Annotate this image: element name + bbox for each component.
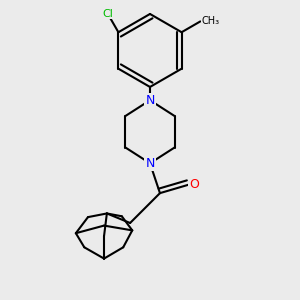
Text: O: O xyxy=(189,178,199,191)
Text: N: N xyxy=(145,157,155,170)
Text: N: N xyxy=(145,94,155,107)
Text: CH₃: CH₃ xyxy=(202,16,220,26)
Text: Cl: Cl xyxy=(102,8,113,19)
